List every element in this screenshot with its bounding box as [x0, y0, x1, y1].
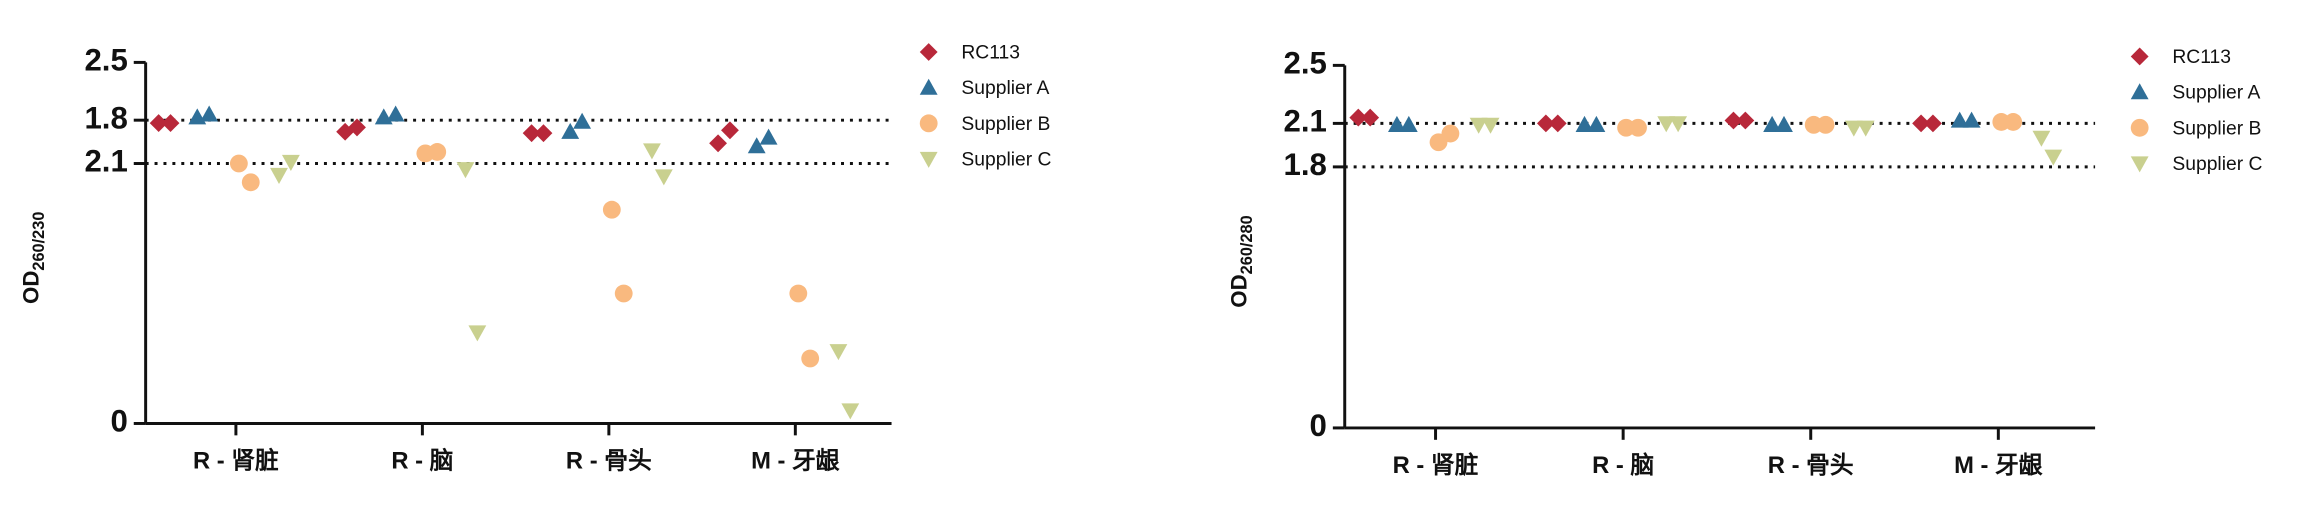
legend-label: Supplier B: [961, 114, 1050, 135]
point: [1669, 116, 1688, 133]
legend-marker: [2130, 156, 2149, 173]
point: [1962, 111, 1981, 128]
point: [1349, 108, 1368, 127]
legend-marker: [919, 151, 938, 168]
legend-marker: [919, 43, 938, 61]
point: [1736, 111, 1755, 130]
point: [747, 137, 766, 154]
point: [1481, 117, 1500, 134]
point: [468, 325, 487, 342]
point: [1536, 114, 1555, 133]
x-tick-label: M - 牙龈: [1954, 451, 2043, 479]
x-tick-label: M - 牙龈: [751, 446, 840, 474]
y-axis-label-sub: 260/230: [30, 212, 48, 271]
point: [573, 112, 592, 129]
y-axis-label: OD260/230: [19, 212, 49, 304]
point: [2044, 149, 2063, 166]
legend-label: Supplier A: [2172, 83, 2260, 104]
point: [456, 162, 475, 179]
point: [1924, 114, 1942, 133]
y-tick-label: 1.8: [1284, 147, 1327, 182]
y-axis-label-main: OD: [1227, 274, 1252, 307]
point: [709, 134, 727, 153]
point: [1629, 118, 1647, 137]
x-tick-label: R - 骨头: [566, 447, 652, 474]
point: [149, 114, 168, 132]
point: [1950, 111, 1969, 128]
point: [789, 284, 808, 303]
y-axis-label: OD260/280: [1227, 215, 1257, 307]
point: [1657, 116, 1676, 133]
point: [614, 284, 633, 303]
point: [841, 403, 860, 420]
y-axis-label-main: OD: [19, 271, 44, 304]
point: [1548, 114, 1567, 133]
point: [1724, 111, 1743, 130]
legend-label: RC113: [961, 43, 1020, 64]
point: [561, 122, 580, 139]
chart: 0 1.8 2.1 2.5 OD260/280 R - 肾脏 R - 脑 R - 骨头 M - …: [1227, 46, 2263, 479]
x-tick-label: R - 脑: [1592, 451, 1654, 479]
point: [281, 154, 300, 171]
x-tick-label: R - 肾脏: [1393, 451, 1479, 479]
x-tick-label: R - 脑: [391, 446, 453, 474]
point: [1912, 114, 1930, 133]
point: [1441, 124, 1460, 143]
legend-marker: [2130, 83, 2149, 100]
point: [1587, 115, 1606, 132]
legend-label: Supplier C: [961, 150, 1051, 171]
point: [241, 173, 260, 192]
point: [1856, 120, 1875, 137]
point: [1469, 117, 1488, 134]
legend-marker: [2130, 47, 2149, 66]
y-tick-label: 2.5: [1284, 46, 1327, 81]
y-tick-label: 1.8: [84, 100, 127, 135]
point: [1388, 115, 1406, 132]
point: [602, 200, 621, 219]
point: [229, 154, 248, 173]
y-tick-label: 2.5: [84, 43, 127, 78]
point: [759, 128, 778, 145]
x-tick-label: R - 肾脏: [193, 446, 279, 474]
x-tick-label: R - 骨头: [1768, 452, 1854, 479]
y-axis-label-sub: 260/280: [1238, 215, 1256, 274]
y-tick-label: 2.1: [1284, 104, 1327, 139]
legend-marker: [919, 114, 938, 133]
point: [801, 349, 820, 368]
point: [654, 169, 673, 186]
legend-label: Supplier C: [2172, 154, 2262, 175]
point: [1816, 115, 1835, 134]
legend-marker: [2130, 118, 2149, 137]
chart: 0 2.1 1.8 2.5 OD260/230 R - 肾脏 R - 脑 R - 骨头 M - …: [19, 43, 1052, 475]
legend-label: Supplier A: [961, 78, 1049, 99]
point: [1763, 115, 1782, 132]
point: [1844, 120, 1863, 137]
point: [829, 344, 848, 361]
point: [200, 105, 219, 122]
legend-label: Supplier B: [2172, 118, 2261, 139]
legend-marker: [919, 78, 938, 95]
point: [534, 124, 553, 143]
point: [1399, 115, 1418, 132]
point: [2004, 113, 2023, 131]
point: [2032, 130, 2051, 147]
y-tick-label: 0: [110, 404, 127, 439]
point: [161, 114, 180, 132]
y-tick-label: 0: [1310, 408, 1327, 443]
point: [1775, 115, 1793, 132]
point: [721, 121, 739, 140]
y-tick-label: 2.1: [84, 144, 127, 179]
point: [428, 143, 447, 161]
point: [270, 167, 288, 184]
point: [643, 143, 661, 160]
point: [1575, 115, 1594, 132]
point: [386, 105, 405, 122]
legend-label: RC113: [2172, 47, 2231, 68]
point: [1361, 108, 1380, 127]
